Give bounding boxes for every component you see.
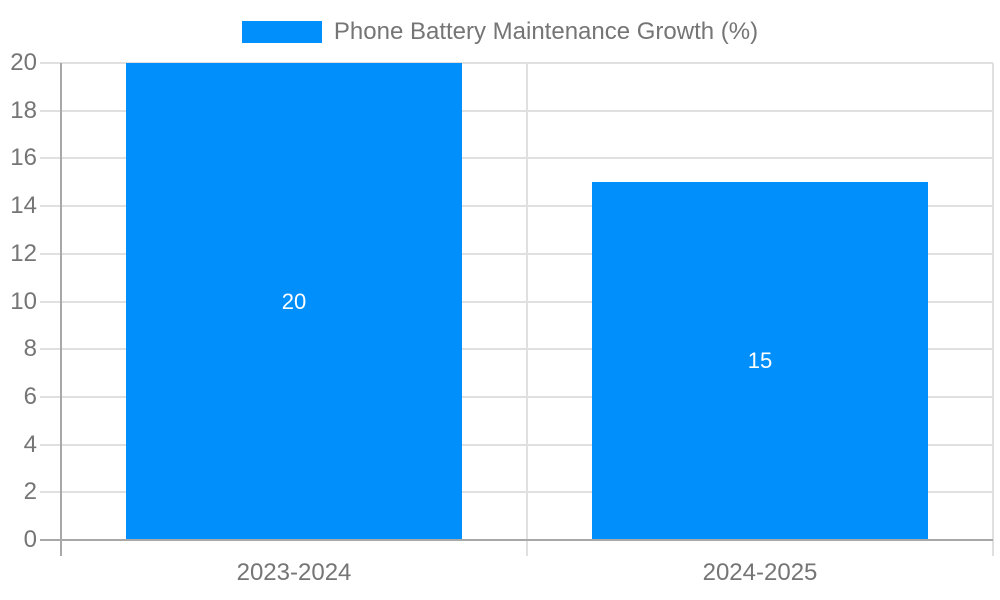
x-axis-category-label: 2024-2025 [702, 559, 818, 586]
y-axis-tick-label: 12 [10, 239, 37, 267]
legend-item[interactable]: Phone Battery Maintenance Growth (%) [0, 18, 1000, 45]
y-gridline [40, 443, 993, 446]
x-boundary-gridline [526, 63, 528, 556]
y-gridline [40, 252, 993, 255]
bar-value-label: 15 [747, 348, 773, 374]
y-axis-tick-label: 0 [23, 526, 37, 553]
y-gridline [40, 491, 993, 494]
y-axis-tick-label: 16 [10, 144, 37, 172]
legend-swatch [241, 21, 322, 43]
legend-label: Phone Battery Maintenance Growth (%) [333, 18, 759, 45]
y-axis-tick-label: 2 [23, 478, 37, 506]
y-gridline [40, 300, 993, 303]
y-gridline [40, 62, 993, 64]
y-gridline [40, 109, 993, 112]
y-axis-tick-label: 4 [23, 430, 37, 458]
x-axis-category-label: 2023-2024 [236, 559, 352, 586]
y-axis-tick-label: 18 [10, 96, 37, 124]
y-axis-line [60, 63, 62, 556]
bar-2024-2025[interactable] [592, 182, 928, 540]
y-gridline [40, 395, 993, 398]
y-axis-tick-label: 10 [10, 287, 37, 315]
y-axis-tick-label: 6 [23, 382, 37, 410]
y-axis-tick-label: 8 [23, 335, 37, 363]
y-gridline [40, 157, 993, 160]
y-gridline [40, 205, 993, 208]
x-axis-baseline [40, 539, 993, 541]
x-boundary-gridline [992, 63, 994, 556]
bar-value-label: 20 [281, 288, 307, 314]
bar-2023-2024[interactable] [126, 63, 462, 540]
y-gridline [40, 348, 993, 351]
y-axis-tick-label: 20 [10, 49, 37, 76]
y-axis-tick-label: 14 [10, 192, 37, 220]
